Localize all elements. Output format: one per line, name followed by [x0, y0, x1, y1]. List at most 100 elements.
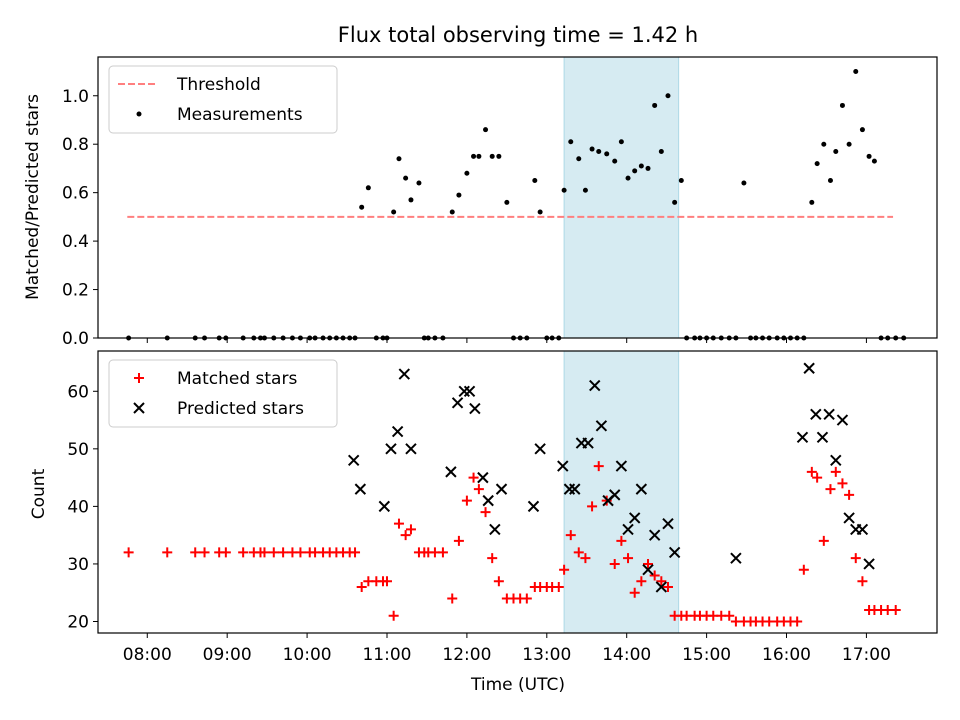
measurement-point [396, 156, 402, 162]
measurement-point [638, 163, 644, 169]
predicted-star-point [655, 581, 668, 593]
x-tick-label: 15:00 [682, 645, 731, 665]
measurement-point [853, 69, 859, 75]
matched-star-point [381, 576, 392, 587]
predicted-star-point [495, 483, 508, 495]
predicted-star-point [622, 523, 634, 536]
predicted-star-point [816, 431, 829, 444]
matched-star-point [278, 547, 289, 558]
predicted-star-point [589, 379, 601, 392]
matched-star-point [616, 535, 627, 546]
matched-star-point [553, 581, 564, 592]
measurement-point [618, 139, 624, 145]
matched-star-point [388, 610, 399, 621]
measurement-point [672, 199, 678, 205]
legend-matched-swatch [134, 373, 144, 383]
matched-star-point [295, 547, 306, 558]
figure-title: Flux total observing time = 1.42 h [338, 23, 698, 47]
predicted-star-point [557, 460, 569, 472]
matched-star-point [643, 558, 654, 569]
observing-window-span [563, 56, 680, 339]
matched-star-point [480, 507, 491, 518]
bottom-legend: Matched stars Predicted stars [108, 359, 338, 428]
predicted-star-point [796, 431, 809, 444]
y-tick-label: 40 [67, 497, 89, 517]
predicted-star-point [642, 563, 654, 576]
predicted-star-point [385, 443, 397, 455]
measurement-point [658, 148, 664, 154]
measurement-point [576, 156, 582, 162]
matched-star-point [580, 553, 591, 564]
x-tick-label: 14:00 [602, 645, 651, 665]
measurement-point [859, 127, 865, 133]
predicted-star-point [803, 362, 815, 374]
predicted-star-point [391, 425, 404, 438]
matched-star-point [565, 530, 576, 541]
matched-star-point [656, 576, 667, 587]
predicted-star-point [843, 512, 855, 524]
measurement-point [741, 180, 747, 186]
predicted-star-point [582, 437, 594, 449]
measurement-point [846, 141, 852, 147]
measurement-point [476, 153, 482, 159]
predicted-star-point [354, 483, 367, 495]
y-axis-label-top: Matched/Predicted stars [23, 94, 43, 300]
y-tick-label: 0.6 [62, 184, 89, 204]
matched-star-point [447, 593, 458, 604]
matched-star-point [798, 564, 809, 575]
predicted-star-point [347, 454, 360, 467]
matched-star-point [844, 489, 855, 500]
flux-ratio-panel: 0.0 0.2 0.4 0.6 0.8 1.0 Threshold Measurements [62, 56, 938, 349]
predicted-star-point [635, 483, 648, 495]
predicted-star-point [628, 512, 641, 524]
predicted-star-point [445, 466, 457, 478]
measurement-point [589, 146, 595, 152]
predicted-star-point [477, 471, 489, 484]
measurement-point [582, 187, 588, 193]
measurement-point [604, 151, 610, 157]
predicted-star-point [615, 460, 628, 472]
matched-star-point [593, 461, 604, 472]
x-tick-label: 09:00 [203, 645, 252, 665]
measurement-point [866, 153, 872, 159]
matched-star-point [629, 587, 640, 598]
y-tick-label: 0.2 [62, 281, 89, 301]
legend-measurement-swatch [136, 111, 142, 117]
top-axes-frame [97, 56, 938, 339]
predicted-star-point [482, 494, 494, 507]
matched-star-point [493, 576, 504, 587]
matched-star-point [350, 547, 361, 558]
legend-box [108, 65, 338, 134]
matched-star-point [636, 576, 647, 587]
y-tick-label: 0.0 [62, 329, 89, 349]
measurement-point [632, 168, 638, 174]
measurement-point [489, 153, 495, 159]
predicted-star-point [595, 420, 608, 432]
y-axis-label-bottom: Count [29, 468, 49, 519]
matched-star-point [259, 547, 270, 558]
predicted-star-point [463, 385, 476, 397]
legend-label: Matched stars [177, 369, 297, 389]
measurement-point [568, 139, 574, 145]
measurement-point [408, 197, 414, 203]
matched-star-point [792, 616, 803, 627]
measurement-point [827, 178, 833, 184]
y-tick-label: 50 [67, 440, 89, 460]
y-tick-label: 60 [67, 382, 89, 402]
predicted-star-point [534, 443, 546, 455]
measurement-point [678, 178, 684, 184]
matched-star-point [573, 547, 584, 558]
measurement-point [403, 175, 409, 181]
matched-star-point [830, 466, 841, 477]
x-axis-label: Time (UTC) [470, 675, 565, 695]
legend-label: Predicted stars [177, 399, 304, 419]
measurement-point [365, 185, 371, 191]
top-legend: Threshold Measurements [108, 65, 338, 134]
y-tick-label: 0.4 [62, 232, 89, 252]
measurement-point [814, 161, 820, 167]
measurement-point [532, 178, 538, 184]
matched-star-point [890, 604, 901, 615]
matched-star-point [123, 547, 134, 558]
matched-star-point [393, 518, 404, 529]
predicted-star-point [378, 500, 391, 513]
